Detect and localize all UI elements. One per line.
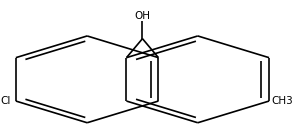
Text: Cl: Cl [0, 96, 11, 106]
Text: CH3: CH3 [272, 96, 293, 106]
Text: OH: OH [134, 11, 151, 21]
